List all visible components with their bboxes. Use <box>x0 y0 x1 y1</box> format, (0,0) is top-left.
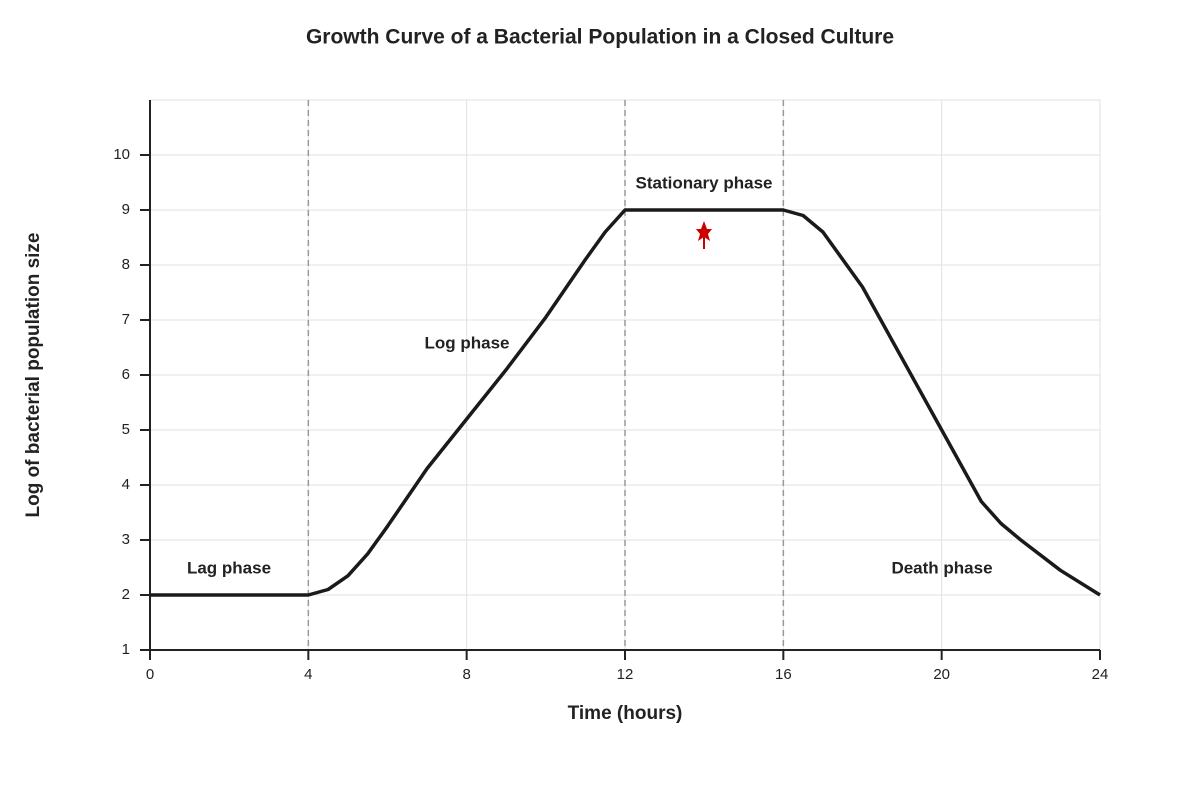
cursor-icon <box>696 221 712 249</box>
y-tick-label: 10 <box>113 146 130 163</box>
x-tick-label: 20 <box>933 666 950 683</box>
y-tick-label: 1 <box>122 641 130 658</box>
growth-curve <box>150 208 1101 597</box>
y-tick-label: 5 <box>122 421 130 438</box>
x-axis-label: Time (hours) <box>568 703 683 724</box>
phase-label: Lag phase <box>187 558 271 577</box>
x-tick-label: 16 <box>775 666 792 683</box>
chart-title: Growth Curve of a Bacterial Population i… <box>306 26 894 49</box>
y-tick-label: 9 <box>122 201 130 218</box>
x-tick-label: 12 <box>617 666 634 683</box>
phase-label: Death phase <box>891 558 992 577</box>
y-tick-label: 2 <box>122 586 130 603</box>
y-tick-label: 6 <box>122 366 130 383</box>
x-tick-label: 24 <box>1092 666 1109 683</box>
x-tick-label: 8 <box>462 666 470 683</box>
y-tick-label: 3 <box>122 531 130 548</box>
phase-label: Stationary phase <box>636 173 773 192</box>
x-tick-label: 4 <box>304 666 312 683</box>
phase-label: Log phase <box>424 333 509 352</box>
y-axis-label: Log of bacterial population size <box>23 232 44 517</box>
y-tick-label: 7 <box>122 311 130 328</box>
x-tick-label: 0 <box>146 666 154 683</box>
y-tick-label: 8 <box>122 256 130 273</box>
y-tick-label: 4 <box>122 476 130 493</box>
